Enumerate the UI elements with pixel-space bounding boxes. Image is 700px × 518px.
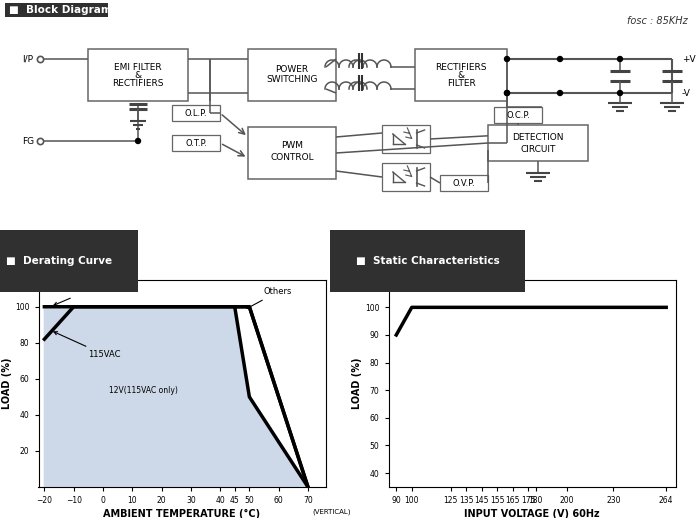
Text: EMI FILTER: EMI FILTER [114, 63, 162, 71]
Bar [440, 175, 488, 191]
Bar [415, 49, 507, 101]
Y-axis label: LOAD (%): LOAD (%) [2, 357, 12, 409]
Bar [494, 107, 542, 123]
Text: 12V(115VAC only): 12V(115VAC only) [109, 386, 178, 395]
Text: O.L.P.: O.L.P. [185, 108, 207, 118]
Bar [172, 135, 220, 151]
Circle shape [505, 91, 510, 95]
Text: SWITCHING: SWITCHING [266, 76, 318, 84]
Text: PWM: PWM [281, 141, 303, 151]
Text: O.T.P.: O.T.P. [185, 138, 207, 148]
Text: &: & [134, 70, 141, 79]
Text: I/P: I/P [22, 54, 34, 64]
Text: RECTIFIERS: RECTIFIERS [435, 63, 486, 71]
Bar [5, 3, 108, 17]
Circle shape [617, 91, 622, 95]
Text: 230VAC: 230VAC [54, 285, 106, 306]
Polygon shape [44, 307, 308, 487]
Text: CIRCUIT: CIRCUIT [520, 145, 556, 153]
Text: +V: +V [682, 54, 696, 64]
Text: FILTER: FILTER [447, 79, 475, 89]
Bar [488, 125, 588, 161]
Circle shape [505, 91, 510, 95]
Text: O.C.P.: O.C.P. [506, 110, 530, 120]
Bar [172, 105, 220, 121]
Bar [248, 49, 336, 101]
Bar [382, 163, 430, 191]
X-axis label: AMBIENT TEMPERATURE (°C): AMBIENT TEMPERATURE (°C) [104, 509, 260, 518]
Text: CONTROL: CONTROL [270, 153, 314, 163]
Text: FG: FG [22, 137, 34, 146]
Circle shape [557, 91, 563, 95]
Bar [382, 125, 430, 153]
Circle shape [505, 56, 510, 62]
Text: fosc : 85KHz: fosc : 85KHz [627, 16, 687, 26]
Text: ■  Derating Curve: ■ Derating Curve [6, 255, 112, 266]
Text: ■  Static Characteristics: ■ Static Characteristics [356, 255, 499, 266]
Bar [248, 127, 336, 179]
X-axis label: INPUT VOLTAGE (V) 60Hz: INPUT VOLTAGE (V) 60Hz [464, 509, 600, 518]
Text: &: & [457, 70, 465, 79]
Text: -V: -V [682, 89, 691, 97]
Bar [88, 49, 188, 101]
Text: POWER: POWER [275, 65, 309, 74]
Text: ■  Block Diagram: ■ Block Diagram [9, 5, 112, 15]
Circle shape [136, 138, 141, 143]
Circle shape [557, 56, 563, 62]
Text: Others: Others [247, 287, 293, 308]
Text: RECTIFIERS: RECTIFIERS [112, 79, 164, 89]
Text: O.V.P.: O.V.P. [453, 179, 475, 188]
Text: (VERTICAL): (VERTICAL) [312, 509, 351, 515]
Y-axis label: LOAD (%): LOAD (%) [352, 357, 362, 409]
Text: DETECTION: DETECTION [512, 133, 564, 141]
Circle shape [617, 56, 622, 62]
Text: 115VAC: 115VAC [54, 332, 121, 359]
